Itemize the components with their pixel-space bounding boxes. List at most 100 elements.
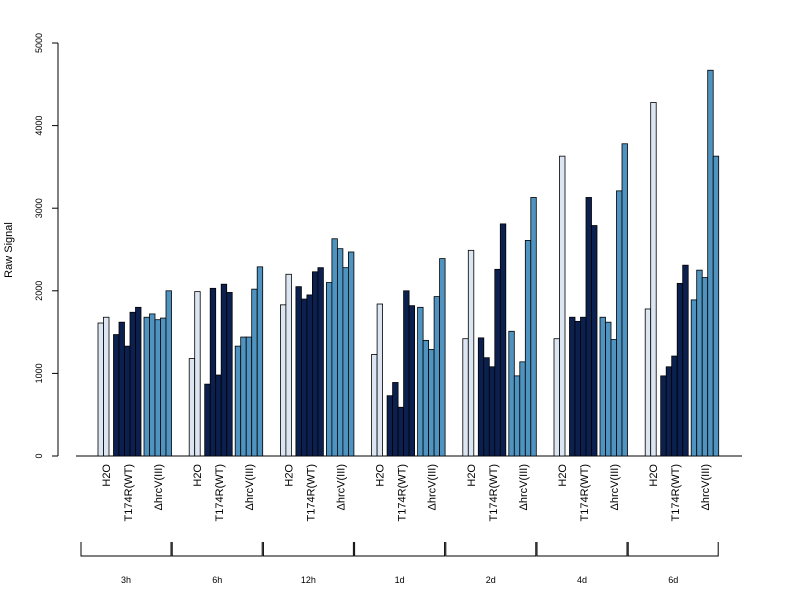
bar-6h-t174r-wt-1 [204,383,211,457]
y-axis-label: Raw Signal [3,222,15,278]
bar-6h-t174r-wt-4 [220,283,228,457]
bar-4d-t174r-wt-4 [585,197,592,457]
treatment-label-4d-t174r-wt: T174R(WT) [579,464,591,521]
bar-6h-hrcv-iii-5 [256,266,264,457]
bar-1d-hrcv-iii-5 [439,258,446,457]
y-tick-label: 4000 [34,116,44,136]
bar-1d-hrcv-iii-1 [417,306,424,457]
bar-1d-t174r-wt-2 [392,382,399,457]
bar-2d-hrcv-iii-1 [508,330,515,457]
time-bracket-6h [171,542,263,557]
bar-2d-hrcv-iii-5 [530,197,537,457]
bar-1d-hrcv-iii-4 [433,296,441,457]
y-tick-label: 0 [34,453,44,458]
bar-6d-t174r-wt-4 [676,282,684,457]
bar-1d-hrcv-iii-2 [422,339,430,457]
bar-2d-t174r-wt-1 [477,337,485,457]
bar-2d-h2o-2 [467,249,475,457]
bar-6d-t174r-wt-5 [682,264,689,457]
bar-4d-hrcv-iii-4 [616,190,623,457]
bar-6h-h2o-2 [194,291,201,457]
treatment-label-6h-t174r-wt: T174R(WT) [214,464,226,521]
bar-4d-t174r-wt-5 [591,225,598,457]
treatment-label-12h-hrcv-iii: ΔhrcV(III) [335,464,347,510]
time-bracket-12h [262,542,354,557]
bar-4d-t174r-wt-1 [569,316,576,457]
bar-12h-hrcv-iii-3 [336,248,344,457]
bar-6h-t174r-wt-5 [226,292,233,457]
bar-3h-h2o-1 [97,322,104,457]
bar-3h-t174r-wt-2 [118,321,125,457]
treatment-label-3h-hrcv-iii: ΔhrcV(III) [153,464,165,510]
bar-1d-h2o-1 [371,354,378,457]
bar-6h-hrcv-iii-1 [234,345,242,457]
bar-3h-hrcv-iii-2 [149,313,156,457]
bar-2d-hrcv-iii-3 [519,361,526,457]
bar-6d-t174r-wt-2 [665,366,673,457]
bar-4d-t174r-wt-3 [580,316,587,457]
treatment-label-2d-t174r-wt: T174R(WT) [488,464,500,521]
bar-6d-h2o-2 [650,102,657,457]
treatment-label-1d-hrcv-iii: ΔhrcV(III) [427,464,439,510]
treatment-label-6d-hrcv-iii: ΔhrcV(III) [700,464,712,510]
time-label-2d: 2d [486,575,496,585]
bar-1d-h2o-2 [376,303,384,457]
treatment-label-2d-hrcv-iii: ΔhrcV(III) [518,464,530,510]
bar-3h-hrcv-iii-1 [143,316,150,457]
bar-12h-h2o-1 [279,304,287,457]
bar-6d-hrcv-iii-3 [701,277,709,457]
treatment-label-6d-t174r-wt: T174R(WT) [670,464,682,521]
treatment-label-12h-h2o: H2O [283,464,295,487]
time-brackets: 3h 6h 12h 1d 2d 4d 6d [80,542,719,585]
bar-4d-h2o-2 [559,155,566,457]
bar-6d-t174r-wt-1 [660,375,667,457]
bar-3h-hrcv-iii-3 [154,319,161,457]
bar-6d-hrcv-iii-5 [712,155,720,457]
bar-12h-h2o-2 [285,273,292,457]
time-bracket-1d [354,542,446,557]
bar-3h-t174r-wt-1 [113,334,120,457]
time-label-3h: 3h [121,575,131,585]
time-bracket-4d [536,542,628,557]
bar-4d-hrcv-iii-1 [599,316,606,457]
bar-12h-t174r-wt-1 [295,286,302,457]
bar-4d-t174r-wt-2 [574,320,581,457]
bar-6d-hrcv-iii-2 [696,269,703,457]
time-bracket-6d [627,542,719,557]
bar-6d-hrcv-iii-1 [690,299,698,457]
time-label-12h: 12h [301,575,316,585]
bar-6h-hrcv-iii-2 [240,336,247,457]
bar-6d-h2o-1 [644,308,652,457]
bar-2d-h2o-1 [462,338,469,457]
treatment-label-12h-t174r-wt: T174R(WT) [305,464,317,521]
time-bracket-3h [80,542,172,557]
time-label-4d: 4d [577,575,587,585]
bar-6h-hrcv-iii-3 [245,336,253,457]
bar-4d-h2o-1 [553,338,560,457]
bar-12h-t174r-wt-4 [311,271,319,457]
bar-1d-hrcv-iii-3 [428,349,435,457]
bar-12h-t174r-wt-5 [317,267,324,457]
bar-12h-t174r-wt-3 [306,294,313,457]
treatment-label-4d-hrcv-iii: ΔhrcV(III) [609,464,621,510]
bar-3h-t174r-wt-3 [124,345,131,457]
treatment-label-3h-h2o: H2O [101,464,113,487]
bars [97,69,720,457]
bar-1d-t174r-wt-1 [386,395,394,457]
bar-1d-t174r-wt-3 [397,406,405,457]
treatment-label-6d-h2o: H2O [648,464,660,487]
bar-12h-hrcv-iii-4 [342,267,349,457]
bar-12h-t174r-wt-2 [300,298,308,457]
treatment-label-2d-h2o: H2O [466,464,478,487]
bar-4d-hrcv-iii-5 [621,143,628,457]
bar-12h-hrcv-iii-1 [325,282,333,457]
y-tick-label: 2000 [34,281,44,301]
time-label-1d: 1d [395,575,405,585]
treatment-label-3h-t174r-wt: T174R(WT) [123,464,135,521]
bar-4d-hrcv-iii-2 [605,321,612,457]
bar-2d-t174r-wt-5 [499,223,507,457]
bar-4d-hrcv-iii-3 [610,339,617,457]
treatment-label-4d-h2o: H2O [557,464,569,487]
bar-12h-hrcv-iii-5 [347,251,355,457]
